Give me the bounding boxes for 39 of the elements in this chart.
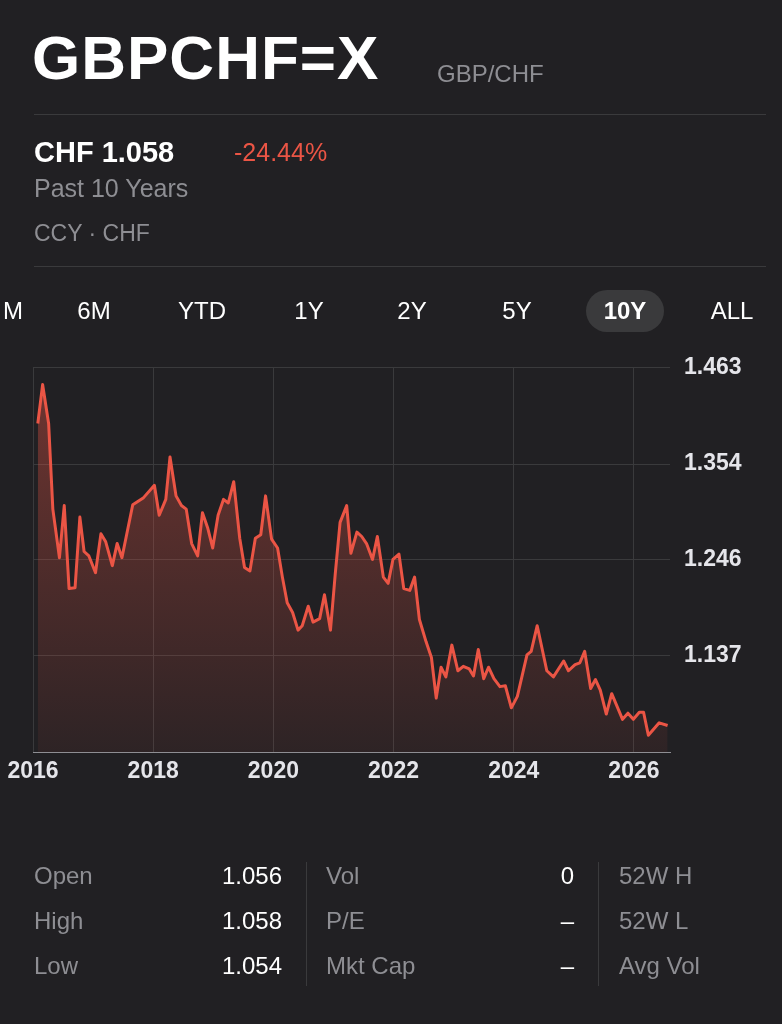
x-tick-label: 2026 [608,757,660,784]
text: Mkt Cap [326,952,416,980]
x-tick-label: 2022 [367,757,420,784]
text: 1.058 [221,907,282,935]
text: CHF 1.058 [34,136,175,169]
text: 2Y [396,296,428,326]
text: ALL [709,296,755,326]
text: -24.44% [234,138,328,167]
text: – [560,907,574,935]
text: Avg Vol [619,952,700,980]
text: 1.054 [221,952,282,980]
text: 10Y [586,290,664,332]
text: P/E [326,907,365,935]
text: Past 10 Years [34,174,189,203]
text: High [34,907,84,935]
text: Low [34,952,79,980]
text: 0 [560,862,574,890]
y-tick-label: 1.246 [684,544,742,571]
chart-title: GBPCHF=X [32,22,380,93]
y-tick-label: 1.137 [684,641,742,668]
x-tick-label: 2020 [247,757,299,784]
y-tick-label: 1.463 [684,353,742,380]
text: 6M [76,296,112,326]
text: YTD [177,296,227,326]
text: 5Y [501,296,533,326]
text: M [2,296,24,326]
text: 52W H [619,862,693,890]
y-tick-label: 1.354 [684,449,742,476]
text: Open [34,862,93,890]
x-tick-label: 2016 [7,757,59,784]
x-tick-label: 2018 [127,757,179,784]
text: – [560,952,574,980]
text: 1.056 [221,862,282,890]
text: Vol [326,862,360,890]
text: 52W L [619,907,689,935]
x-tick-label: 2024 [488,757,540,784]
text: 1Y [293,296,325,326]
chart-subtitle: GBP/CHF [437,60,544,88]
text: CCY · CHF [34,220,150,247]
